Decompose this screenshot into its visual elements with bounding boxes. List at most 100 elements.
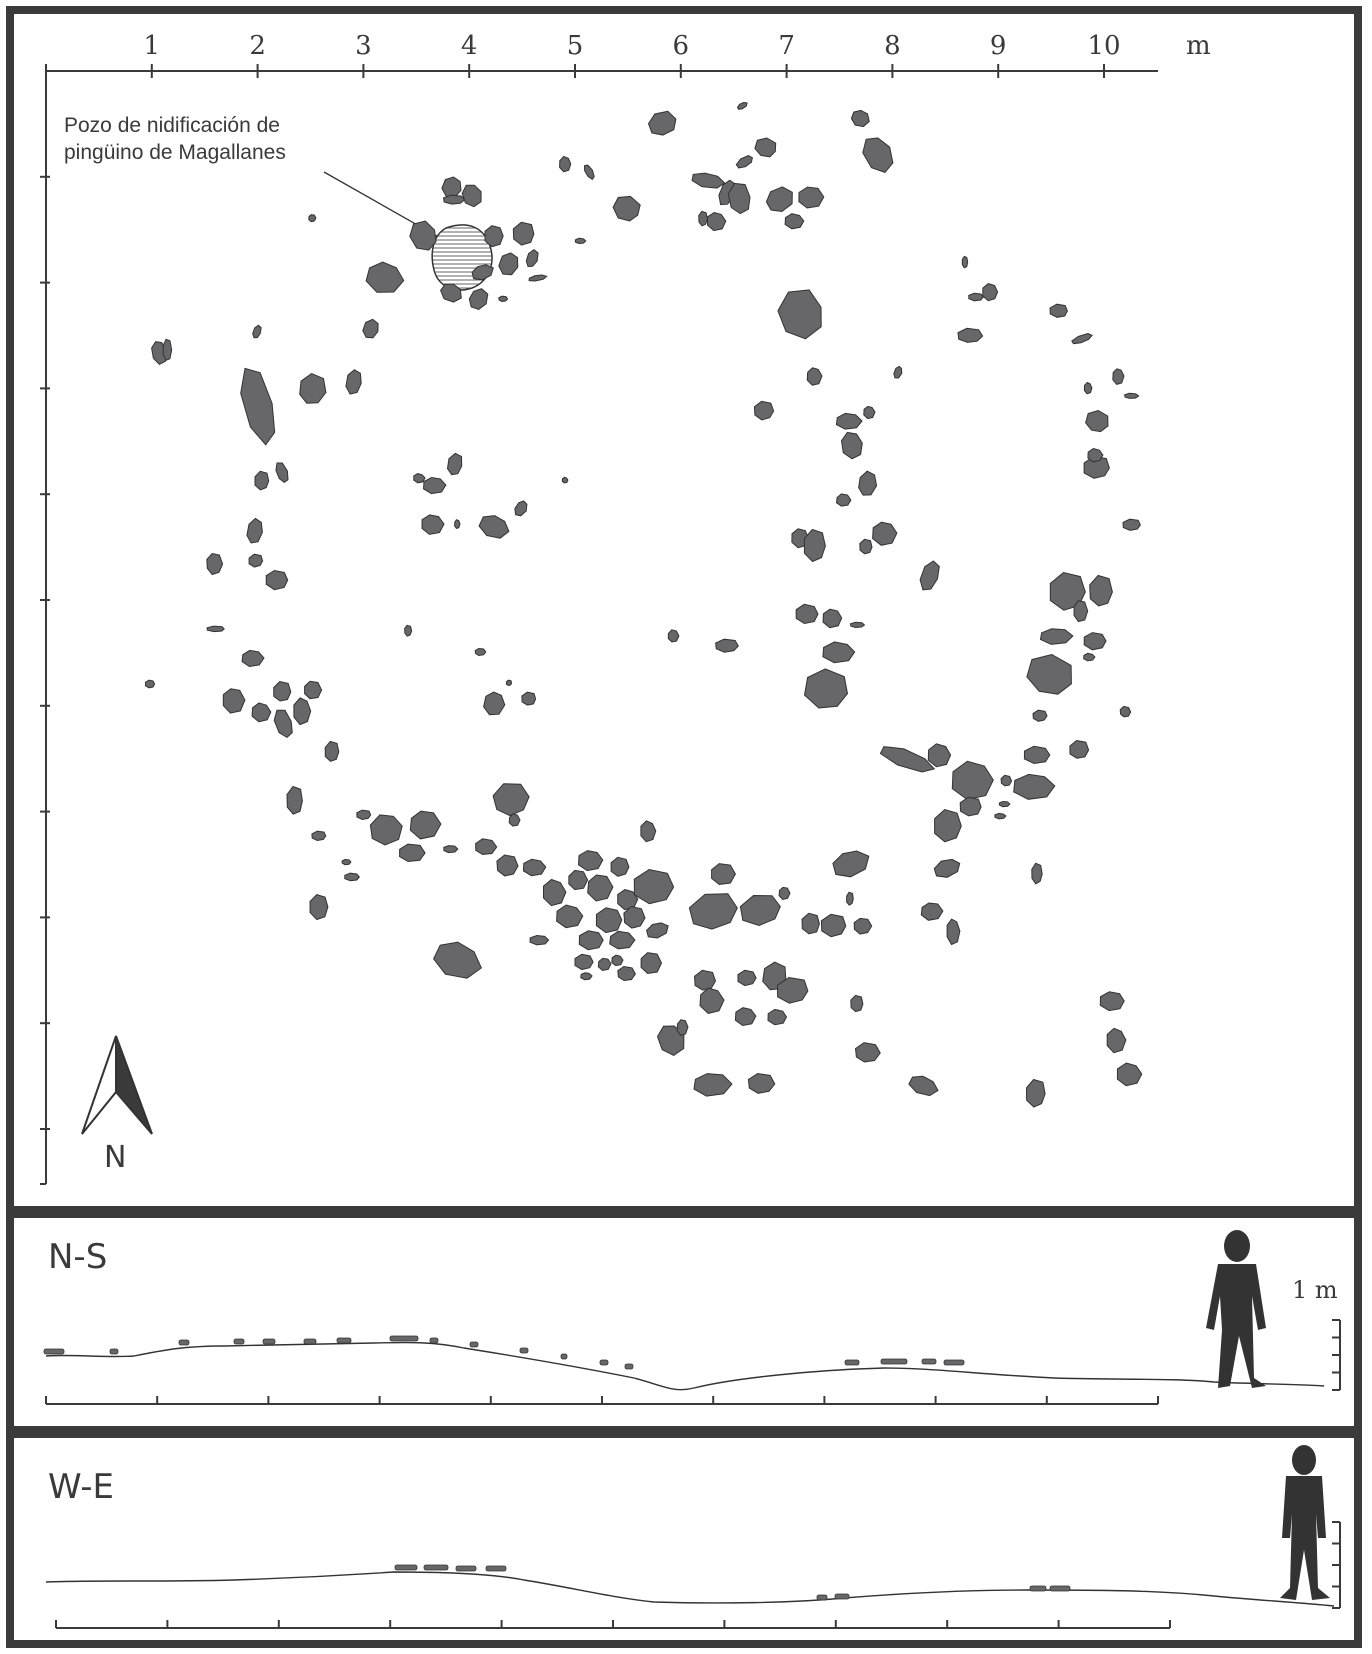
rock [715, 638, 739, 653]
section-stone [844, 1359, 860, 1366]
rock [556, 904, 584, 929]
rock [893, 365, 903, 379]
rock [478, 515, 510, 539]
rock [404, 624, 413, 637]
rock [610, 856, 630, 877]
rock [413, 473, 426, 484]
rock [508, 813, 521, 827]
rock [468, 288, 489, 311]
rock [835, 412, 863, 430]
section-we-panel: W-E [6, 1430, 1362, 1648]
we-surface-stones [394, 1564, 1071, 1601]
rock [587, 874, 614, 902]
rock [933, 858, 961, 878]
rock [647, 110, 677, 136]
rock [1089, 574, 1113, 607]
ns-vertical-scale [1332, 1319, 1341, 1391]
section-stone [303, 1338, 317, 1345]
left-scale-bar [40, 71, 50, 1185]
rock [784, 213, 805, 230]
rock [777, 289, 822, 340]
rock [850, 109, 870, 128]
rock [365, 261, 405, 293]
rock [498, 252, 519, 276]
rock [240, 367, 276, 446]
top-scale-label: 4 [461, 31, 478, 61]
rock [248, 553, 264, 568]
rock [1085, 410, 1109, 433]
rock [422, 476, 447, 495]
section-ns-drawing: N-S 1 m [43, 1230, 1341, 1405]
section-we-drawing: W-E [45, 1445, 1341, 1629]
rock [474, 647, 487, 657]
rock [206, 552, 224, 576]
rock [840, 431, 863, 460]
rock [1124, 392, 1140, 399]
rock [612, 195, 641, 222]
rock [849, 621, 866, 629]
rock [1122, 518, 1141, 531]
top-scale-label: 5 [567, 31, 584, 61]
rock [803, 528, 826, 563]
rock [859, 538, 873, 555]
rock [525, 248, 539, 268]
rock [299, 373, 327, 404]
section-stone [429, 1337, 439, 1344]
rock [862, 137, 894, 173]
rock [1073, 600, 1089, 623]
rock [324, 740, 340, 762]
rock [543, 878, 567, 907]
rock [934, 808, 962, 843]
rock [919, 560, 940, 591]
ns-surface-stones [43, 1335, 965, 1370]
rock [1106, 1027, 1127, 1054]
rock [707, 211, 727, 232]
rock [998, 800, 1011, 808]
rock [446, 452, 463, 476]
top-scale-label: 3 [355, 31, 372, 61]
rock [577, 850, 604, 872]
rock [946, 918, 961, 946]
rock [454, 519, 461, 529]
rock [765, 186, 793, 213]
rock [595, 907, 623, 934]
rock [609, 930, 636, 950]
rock [753, 400, 775, 421]
rock [522, 858, 547, 877]
rock [1013, 773, 1056, 800]
rock [754, 137, 777, 158]
rock [1069, 739, 1090, 759]
section-stone [921, 1358, 937, 1365]
section-stone [485, 1565, 507, 1572]
rock [421, 514, 445, 535]
rock [822, 641, 856, 664]
rock [820, 913, 847, 938]
rock [254, 470, 270, 491]
rock [574, 953, 594, 971]
we-ground-profile [45, 1571, 1335, 1607]
rock [982, 282, 999, 302]
rock [399, 843, 426, 863]
rock [879, 746, 936, 773]
rock [968, 292, 984, 302]
rock [496, 854, 519, 877]
section-stone [109, 1348, 119, 1355]
section-stone [624, 1363, 634, 1370]
rock [778, 886, 791, 901]
rock [1000, 774, 1013, 787]
north-arrow-icon [81, 1035, 153, 1135]
section-stone [560, 1353, 568, 1360]
rock [611, 954, 624, 967]
section-stone [262, 1338, 276, 1345]
rock [442, 194, 466, 205]
rock [693, 1073, 733, 1097]
rock [265, 569, 289, 591]
rock [747, 1072, 776, 1094]
rock [273, 709, 293, 739]
rock [356, 809, 372, 821]
rock [275, 462, 289, 484]
rock [1025, 1078, 1046, 1108]
section-ns-panel: N-S 1 m [6, 1210, 1362, 1434]
rock [959, 796, 982, 817]
section-stone [880, 1358, 908, 1365]
